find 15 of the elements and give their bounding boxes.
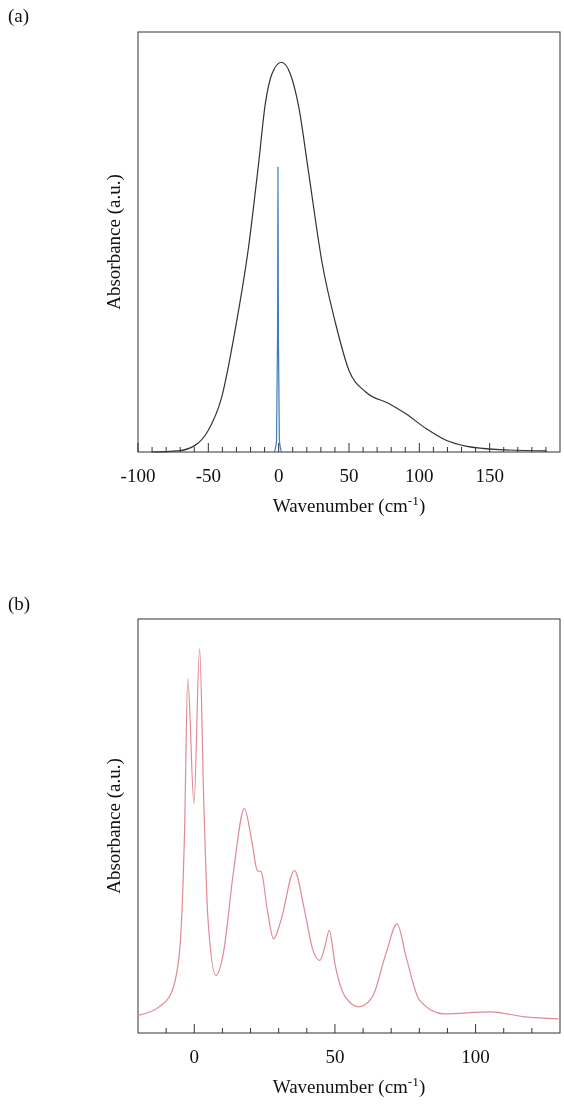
y-axis-title: Absorbance (a.u.) (103, 174, 125, 310)
x-tick-label: 150 (475, 465, 504, 486)
x-axis-title: Wavenumber (cm$^{-1}$) (272, 492, 426, 517)
x-tick-label: 50 (339, 465, 359, 486)
x-tick-label: 50 (325, 1046, 345, 1067)
x-tick-label: 0 (189, 1046, 200, 1067)
y-axis-title: Absorbance (a.u.) (103, 758, 125, 894)
text: (a) (8, 5, 30, 27)
x-tick-label: 0 (273, 465, 284, 486)
x-tick-label: 100 (405, 465, 434, 486)
text: (b) (8, 593, 31, 615)
x-axis-title: Wavenumber (cm$^{-1}$) (272, 1073, 426, 1098)
x-tick-label: -100 (120, 465, 156, 486)
x-tick-label: 100 (461, 1046, 490, 1067)
x-tick-label: -50 (195, 465, 221, 486)
